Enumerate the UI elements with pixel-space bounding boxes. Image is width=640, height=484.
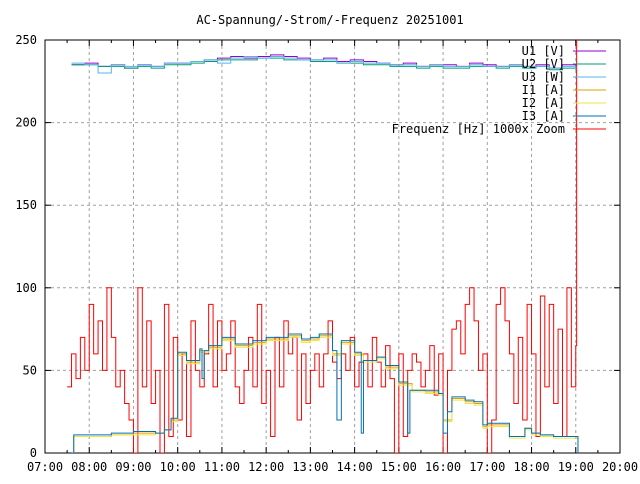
legend-label: U2 [V] — [522, 57, 565, 71]
y-tick-label: 50 — [23, 363, 37, 377]
x-tick-label: 20:00 — [602, 460, 638, 474]
y-tick-label: 0 — [30, 446, 37, 460]
series-lines — [67, 40, 579, 453]
x-tick-label: 07:00 — [27, 460, 63, 474]
x-tick-label: 11:00 — [204, 460, 240, 474]
legend-label: I3 [A] — [522, 109, 565, 123]
x-tick-label: 17:00 — [469, 460, 505, 474]
legend-label: I2 [A] — [522, 96, 565, 110]
legend-label: U1 [V] — [522, 44, 565, 58]
y-tick-label: 200 — [15, 116, 37, 130]
x-tick-label: 13:00 — [292, 460, 328, 474]
x-tick-label: 15:00 — [381, 460, 417, 474]
legend-label: U3 [W] — [522, 70, 565, 84]
x-tick-label: 10:00 — [160, 460, 196, 474]
legend: U1 [V]U2 [V]U3 [W]I1 [A]I2 [A]I3 [A]Freq… — [392, 44, 606, 136]
legend-label: Frequenz [Hz] 1000x Zoom — [392, 122, 565, 136]
y-tick-label: 150 — [15, 198, 37, 212]
series-line-5 — [71, 333, 579, 453]
chart-title: AC-Spannung/-Strom/-Frequenz 20251001 — [196, 13, 463, 27]
series-line-4 — [71, 336, 579, 453]
x-tick-label: 19:00 — [558, 460, 594, 474]
x-tick-label: 16:00 — [425, 460, 461, 474]
plot-frame — [44, 39, 621, 454]
x-tick-label: 18:00 — [513, 460, 549, 474]
x-tick-label: 08:00 — [71, 460, 107, 474]
axes: 07:00 08:00 09:00 10:00 11:00 12:00 13:00 14:00… — [15, 33, 638, 474]
series-line-2 — [71, 56, 577, 74]
x-tick-label: 09:00 — [115, 460, 151, 474]
y-tick-label: 250 — [15, 33, 37, 47]
x-tick-label: 14:00 — [337, 460, 373, 474]
series-line-3 — [71, 335, 579, 453]
x-tick-label: 12:00 — [248, 460, 284, 474]
y-tick-label: 100 — [15, 281, 37, 295]
series-line-6 — [67, 40, 578, 453]
legend-label: I1 [A] — [522, 83, 565, 97]
